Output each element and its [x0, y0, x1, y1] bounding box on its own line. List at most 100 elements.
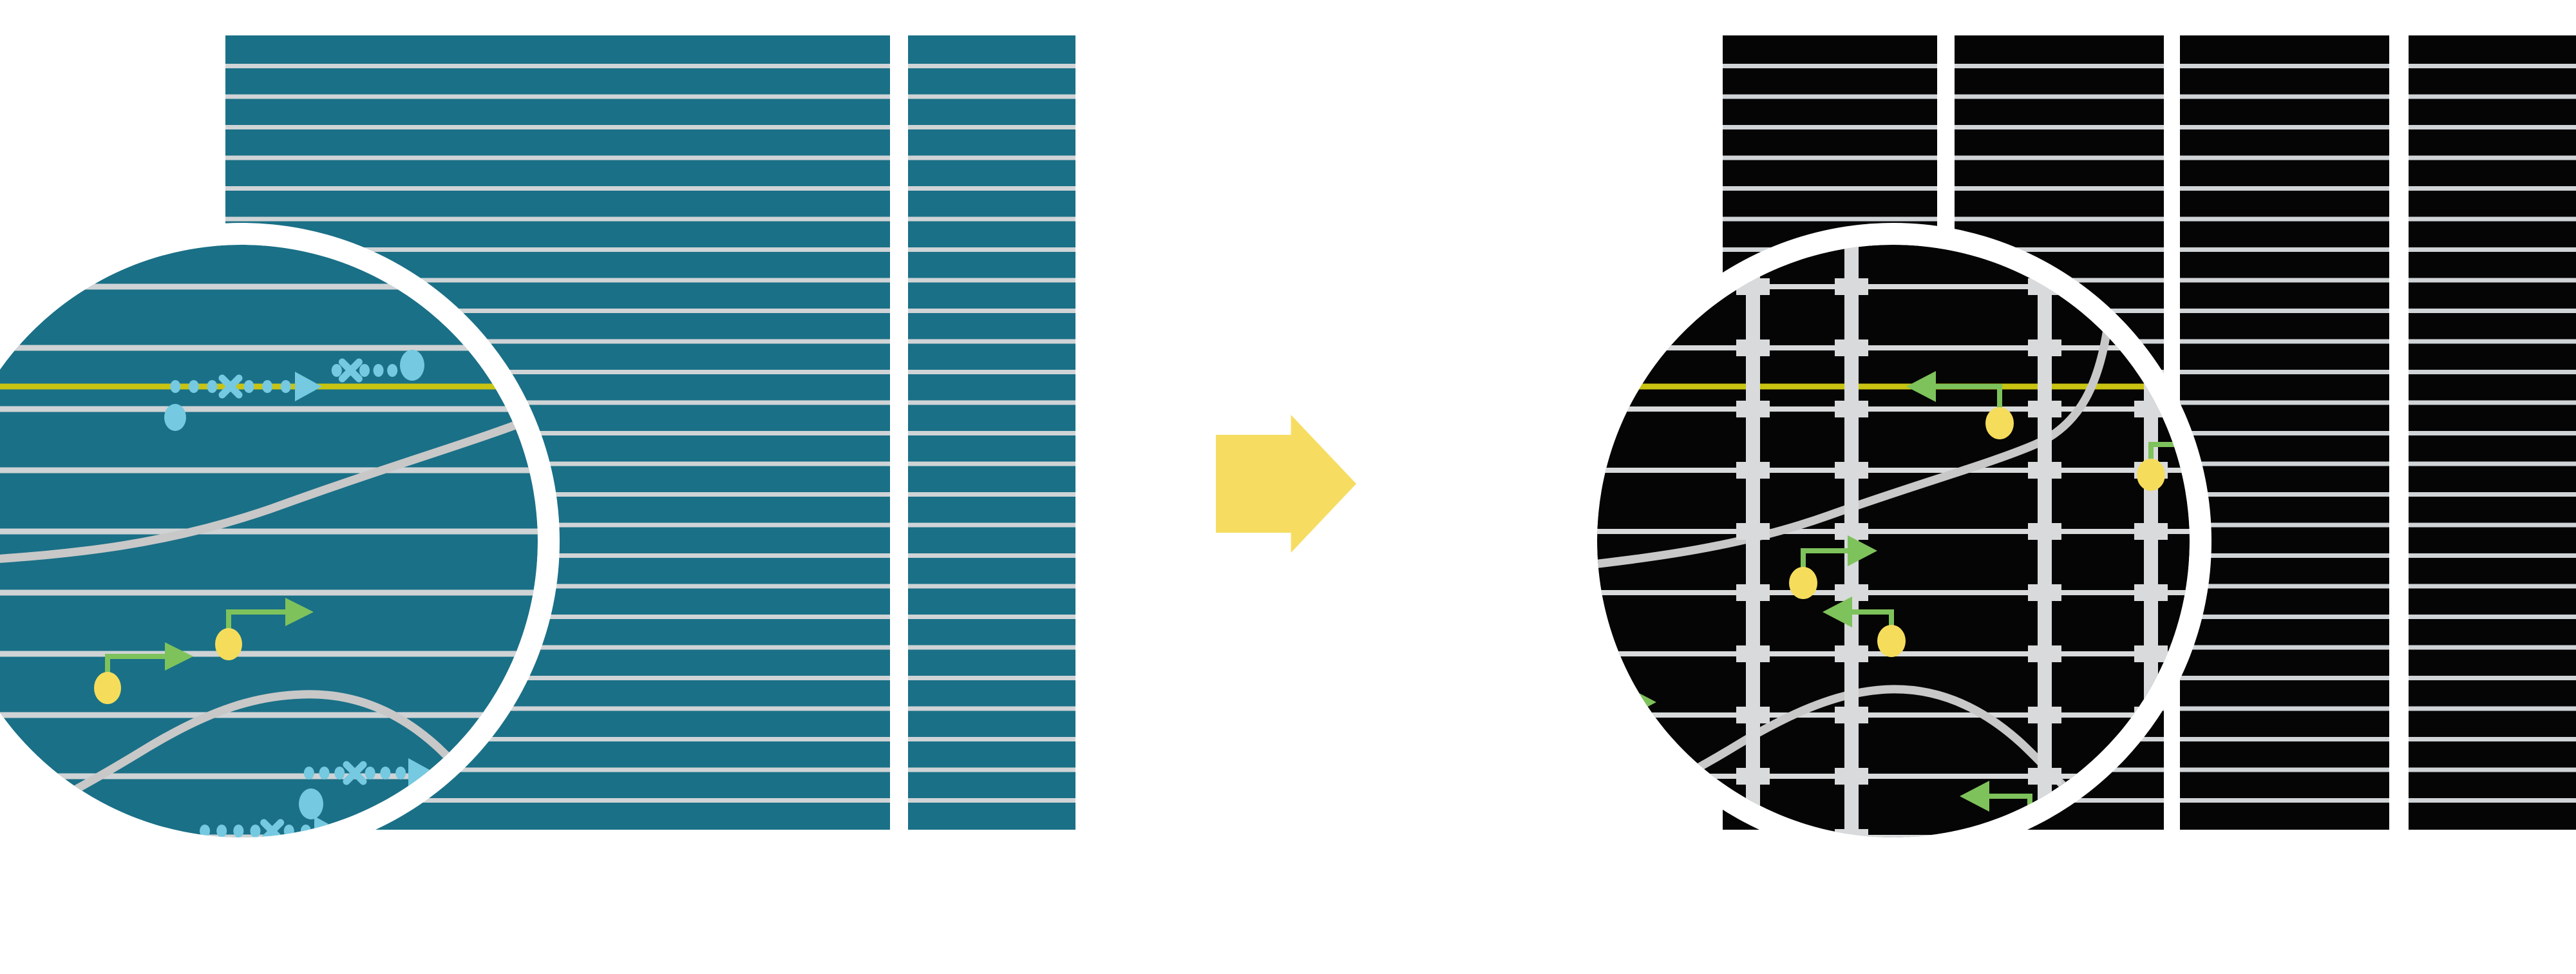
stripe-line: [908, 309, 1075, 313]
stripe-line: [225, 584, 890, 589]
lens-stripe-line: [0, 651, 538, 657]
grid-tick: [1736, 401, 1770, 417]
stripe-line: [1955, 247, 2164, 252]
stripe-line: [2180, 400, 2389, 405]
grid-tick: [1835, 707, 1868, 723]
arrow-head: [1960, 781, 1989, 812]
lens-stripe-line: [1597, 468, 2190, 473]
stripe-line: [2409, 400, 2576, 405]
stripe-line: [225, 492, 890, 497]
stripe-line: [908, 155, 1075, 160]
yellow-origin-dot: [215, 628, 242, 660]
stripe-line: [2180, 278, 2389, 283]
lens-stripe-line: [0, 773, 538, 779]
dot-marker: [395, 767, 406, 779]
arrow-head: [165, 642, 193, 671]
before-lens-content: [0, 245, 538, 837]
stripe-line: [908, 767, 1075, 772]
lens-stripe-line: [1597, 835, 2190, 837]
stripe-line: [2180, 615, 2389, 619]
yellow-origin-dot: [1985, 407, 2014, 439]
dot-x-marker: [218, 374, 243, 399]
stripe-line: [2180, 737, 2389, 741]
lens-stripe-line: [1597, 284, 2190, 289]
stripe-line: [2409, 676, 2576, 680]
stripe-line: [2409, 370, 2576, 374]
stripe-line: [225, 767, 890, 772]
stripe-line: [908, 584, 1075, 589]
vertical-grid-bar: [2038, 245, 2052, 837]
grid-tick: [1736, 707, 1770, 723]
dot-x-marker: [343, 761, 367, 785]
arrow-head: [1823, 597, 1852, 627]
stripe-line: [2180, 676, 2389, 680]
after-column-3: [2180, 35, 2389, 830]
stripe-line: [2409, 461, 2576, 466]
dot-marker: [200, 825, 211, 837]
stripe-line: [2180, 431, 2389, 435]
stripe-line: [908, 492, 1075, 497]
stripe-line: [908, 278, 1075, 283]
stripe-line: [2409, 767, 2576, 772]
stripe-line: [225, 645, 890, 650]
grid-tick: [1736, 462, 1770, 479]
stripe-line: [908, 94, 1075, 99]
stripe-line: [1955, 186, 2164, 191]
stripe-line: [2409, 737, 2576, 741]
arrow-head: [1906, 371, 1936, 402]
stripe-line: [1955, 94, 2164, 99]
stripe-line: [908, 247, 1075, 252]
after-lens-fill: [1597, 245, 2190, 837]
arrow-head: [295, 372, 322, 401]
grid-tick: [2028, 523, 2061, 540]
dot-marker: [250, 825, 261, 837]
dot-x-marker: [338, 358, 363, 383]
stripe-line: [2180, 798, 2389, 803]
dot-marker: [262, 380, 273, 393]
lens-stripe-line: [0, 467, 538, 473]
stripe-line: [1955, 64, 2164, 68]
grid-tick: [1736, 768, 1770, 785]
stripe-line: [2409, 309, 2576, 313]
stripe-line: [2409, 125, 2576, 129]
transition-arrow-icon: [1216, 415, 1356, 553]
stripe-line: [2409, 584, 2576, 589]
grid-tick: [1736, 584, 1770, 601]
stripe-line: [2409, 339, 2576, 344]
stripe-line: [908, 370, 1075, 374]
stripe-line: [225, 278, 890, 283]
origin-dot: [164, 404, 186, 431]
stripe-line: [2180, 94, 2389, 99]
dot-marker: [365, 767, 375, 779]
stripe-line: [908, 706, 1075, 711]
stripe-line: [2409, 798, 2576, 803]
stripe-line: [225, 461, 890, 466]
stripe-line: [2409, 615, 2576, 619]
lens-stripe-line: [0, 528, 538, 535]
dot-marker: [334, 767, 345, 779]
after-green-arrow-3: [1789, 535, 1877, 599]
grid-tick: [2028, 401, 2061, 417]
lens-stripe-line: [1597, 529, 2190, 534]
after-highlight-row: [1604, 383, 2151, 390]
stripe-line: [2180, 370, 2389, 374]
lens-stripe-line: [0, 589, 538, 596]
lens-stripe-line: [0, 406, 538, 412]
grid-tick: [2134, 645, 2168, 662]
arrow-head: [408, 758, 435, 788]
lens-stripe-line: [1597, 712, 2190, 718]
after-vertical-grid-3: [2028, 245, 2061, 837]
dot-marker: [170, 380, 181, 393]
stripe-line: [2180, 339, 2389, 344]
stripe-line: [225, 339, 890, 344]
after-green-arrow-4: [1823, 597, 1906, 657]
grid-tick: [1835, 523, 1868, 540]
origin-dot: [400, 350, 424, 381]
stripe-line: [1955, 125, 2164, 129]
stripe-line: [2409, 431, 2576, 435]
grid-tick: [2028, 707, 2061, 723]
stripe-line: [2409, 155, 2576, 160]
stripe-line: [2409, 64, 2576, 68]
grid-tick: [2028, 462, 2061, 479]
stripe-line: [1955, 155, 2164, 160]
